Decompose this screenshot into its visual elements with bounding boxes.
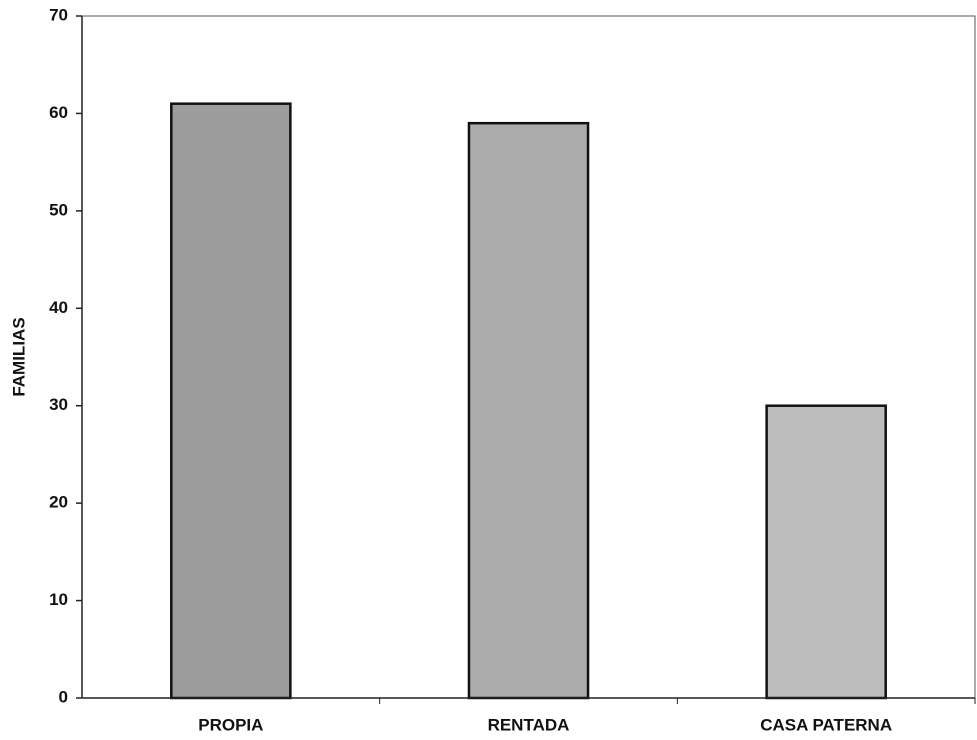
y-tick-label: 60 bbox=[49, 103, 68, 122]
x-tick-label: RENTADA bbox=[488, 715, 570, 734]
y-tick-label: 30 bbox=[49, 395, 68, 414]
y-tick-label: 10 bbox=[49, 590, 68, 609]
x-tick-label: PROPIA bbox=[198, 715, 263, 734]
bar bbox=[765, 404, 887, 700]
y-tick-label: 20 bbox=[49, 493, 68, 512]
y-tick-label: 50 bbox=[49, 200, 68, 219]
bar bbox=[467, 121, 590, 700]
y-tick-label: 40 bbox=[49, 298, 68, 317]
x-tick-label: CASA PATERNA bbox=[760, 715, 892, 734]
y-tick-label: 0 bbox=[59, 687, 68, 706]
y-tick-label: 70 bbox=[49, 5, 68, 24]
y-axis-label: FAMILIAS bbox=[9, 317, 28, 396]
bar bbox=[170, 102, 292, 700]
